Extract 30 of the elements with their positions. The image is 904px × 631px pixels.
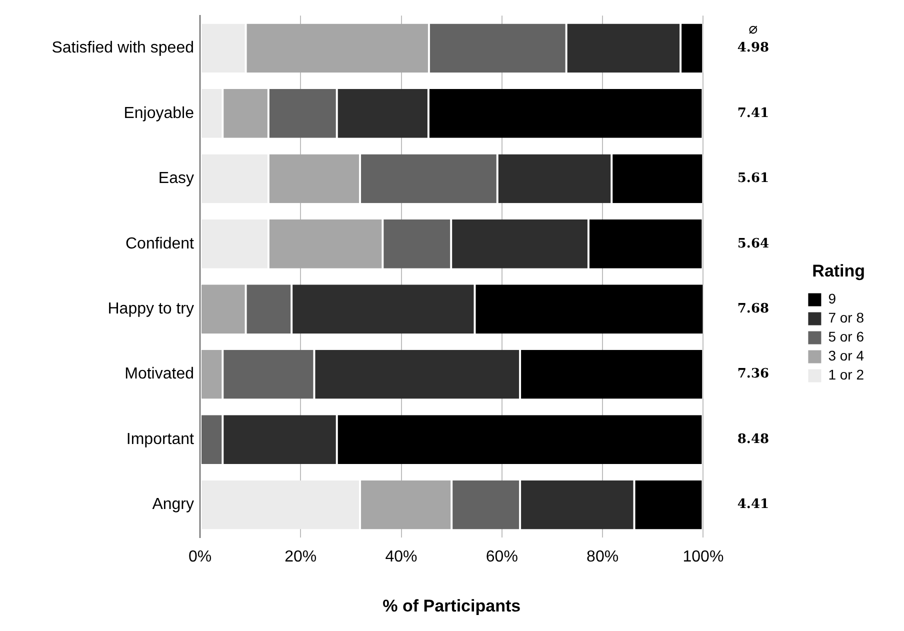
- y-tick-label: Happy to try: [108, 300, 194, 318]
- text: ⌀: [748, 19, 758, 38]
- legend-label: 5 or 6: [828, 328, 864, 345]
- text: 5.64: [737, 236, 770, 252]
- x-axis-title: % of Participants: [382, 596, 521, 616]
- legend-title: Rating: [812, 261, 866, 280]
- x-tick-label: 80%: [586, 548, 619, 566]
- text: 4.98: [737, 40, 770, 56]
- x-tick-label: 20%: [284, 548, 317, 566]
- y-tick-label: Easy: [158, 170, 194, 188]
- text: 7.36: [737, 366, 770, 382]
- x-tick-label: 60%: [486, 548, 518, 566]
- legend-label: 9: [828, 290, 836, 307]
- x-tick-label: 0%: [188, 548, 212, 566]
- text: 8.48: [737, 432, 770, 447]
- text: 5.61: [737, 171, 770, 186]
- legend-label: 7 or 8: [828, 310, 864, 326]
- legend-label: 3 or 4: [828, 348, 864, 364]
- y-tick-label: Enjoyable: [124, 104, 194, 122]
- x-tick-label: 40%: [385, 548, 418, 566]
- text: 7.41: [737, 106, 770, 121]
- y-tick-label: Confident: [126, 235, 195, 252]
- y-tick-label: Satisfied with speed: [52, 40, 194, 57]
- legend-label: 1 or 2: [828, 366, 864, 383]
- x-tick-label: 100%: [682, 548, 724, 566]
- y-tick-label: Angry: [152, 496, 194, 514]
- text: 7.68: [737, 301, 770, 316]
- text: 4.41: [737, 497, 770, 512]
- y-tick-label: Important: [126, 430, 195, 448]
- y-tick-label: Motivated: [124, 366, 194, 383]
